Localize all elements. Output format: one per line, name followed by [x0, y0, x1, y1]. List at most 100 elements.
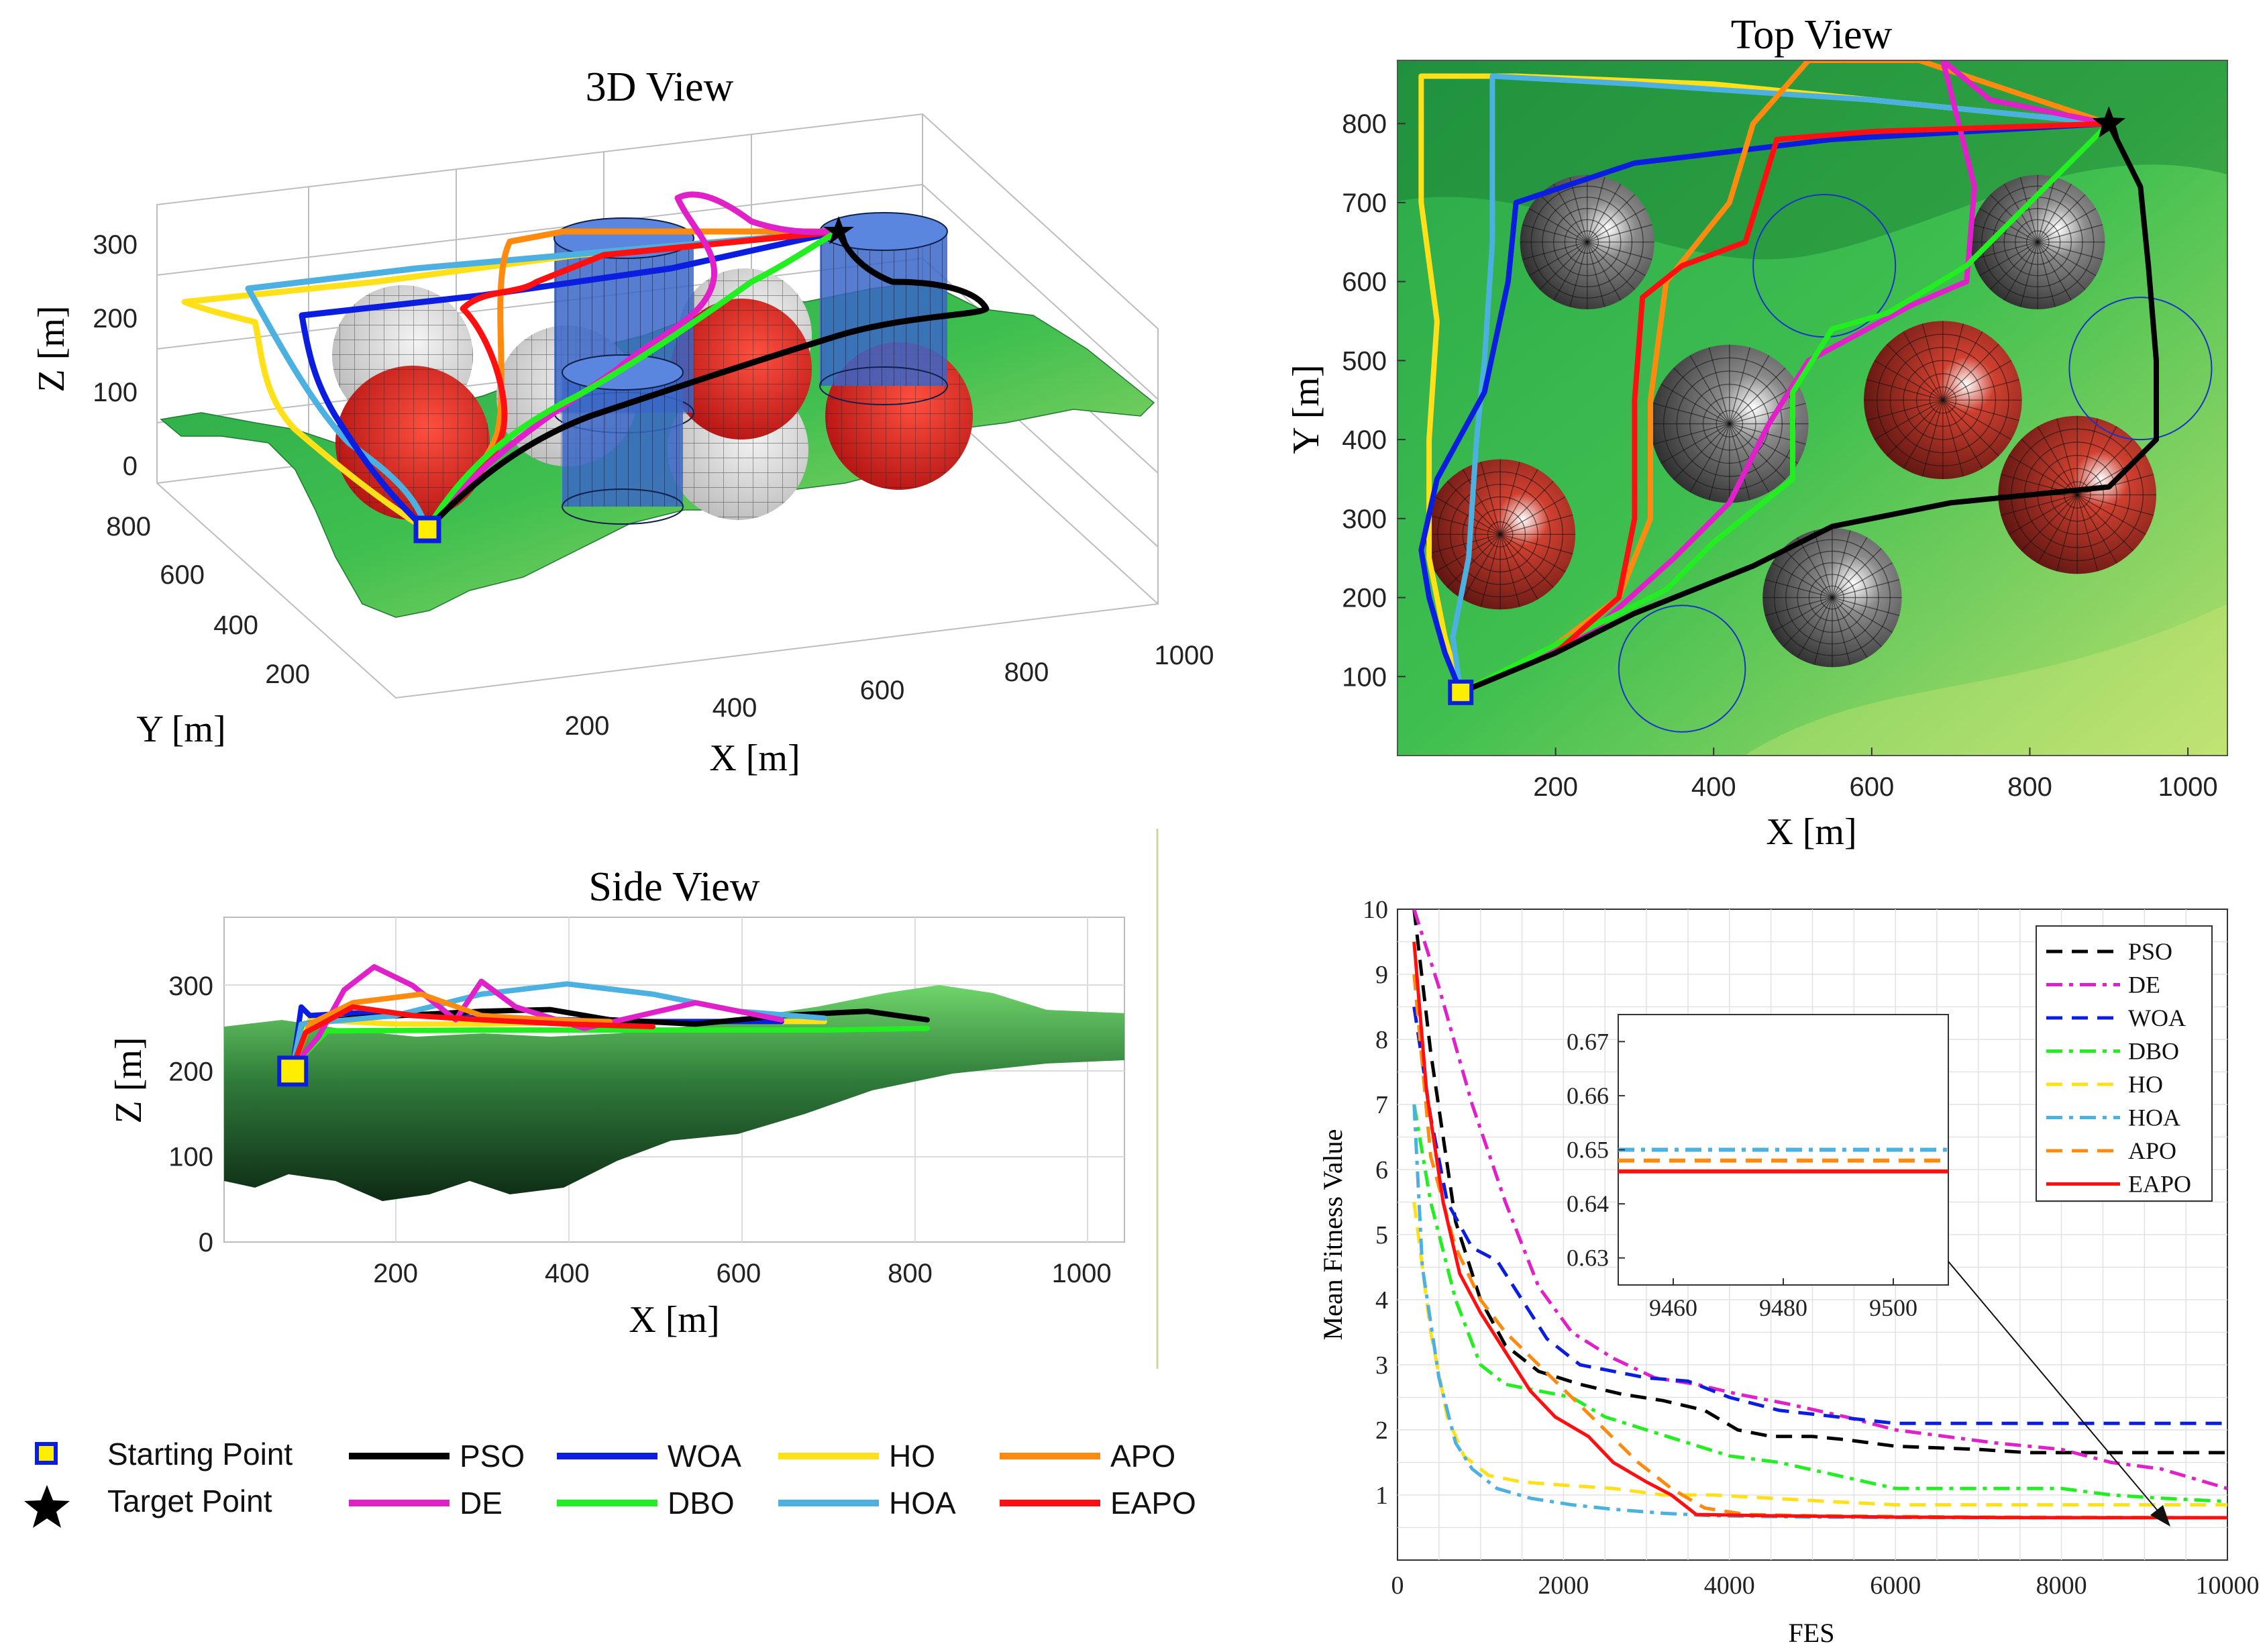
side-xtick-1: 400 [545, 1259, 590, 1288]
side-xlabel: X [m] [629, 1299, 719, 1341]
side-xtick-4: 1000 [1052, 1259, 1112, 1288]
path3d-DE [423, 191, 842, 533]
top-sphere-grey-3 [1762, 527, 1902, 668]
legend-label-APO: APO [1110, 1439, 1175, 1474]
conv-legend-label-PSO: PSO [2128, 938, 2172, 965]
conv-ytick-5: 6 [1375, 1156, 1388, 1184]
legend-target-marker [24, 1485, 70, 1528]
side-ytick-3: 300 [168, 972, 213, 1001]
side-ylabel: Z [m] [108, 1037, 150, 1123]
conv-legend-label-DBO: DBO [2128, 1038, 2179, 1065]
top-sphere-red-5 [1864, 321, 2022, 480]
conv-legend-label-APO: APO [2128, 1137, 2176, 1164]
top-ytick-0: 100 [1342, 662, 1387, 692]
top-xtick-0: 200 [1533, 772, 1578, 802]
conv-ytick-7: 8 [1375, 1026, 1388, 1054]
legend-label-WOA: WOA [668, 1439, 741, 1474]
top-ytick-1: 200 [1342, 584, 1387, 613]
inset-xtick-0: 9460 [1649, 1294, 1697, 1321]
legend-label-EAPO: EAPO [1110, 1486, 1196, 1520]
conv-xtick-2: 4000 [1704, 1571, 1755, 1600]
side-path-APO [290, 991, 613, 1070]
side-ticks: 200 400 600 800 1000 0 100 200 300 [168, 972, 1111, 1288]
conv-lines [1412, 909, 2227, 1520]
paths-3d [181, 191, 990, 533]
top-obstacles [1425, 174, 2213, 733]
top-path-HOA [1450, 73, 2112, 695]
top-ytick-4: 500 [1342, 346, 1387, 376]
legend-label-DBO: DBO [668, 1486, 735, 1520]
inset-ytick-4: 0.67 [1567, 1028, 1609, 1055]
top-xtick-2: 600 [1849, 772, 1894, 802]
conv-series-DBO [1412, 1104, 2227, 1504]
top-target-marker [2092, 106, 2125, 138]
conv-ytick-3: 4 [1375, 1286, 1388, 1314]
conv-xtick-4: 8000 [2036, 1571, 2087, 1600]
ztick-1: 100 [93, 378, 138, 407]
xtick-2: 600 [860, 676, 905, 705]
conv-ytick-0: 1 [1375, 1482, 1388, 1510]
xtick-4: 1000 [1155, 641, 1214, 670]
conv-series-DE [1412, 909, 2227, 1490]
ytick-1: 400 [213, 611, 258, 640]
inset-xtick-1: 9480 [1759, 1294, 1807, 1321]
conv-ytick-9: 10 [1363, 896, 1388, 924]
top-sphere-red-4 [1425, 459, 1576, 610]
legend-target-label: Target Point [107, 1484, 272, 1518]
title-side: Side View [588, 864, 759, 910]
legend-label-HO: HO [889, 1439, 935, 1474]
side-markers [277, 1055, 309, 1087]
conv-ytick-6: 7 [1375, 1091, 1388, 1119]
conv-legend-label-HO: HO [2128, 1071, 2163, 1098]
title-3d: 3D View [586, 64, 734, 110]
top-ring-8 [2068, 297, 2213, 441]
top-path-DE [1458, 60, 2112, 695]
top-ytick-3: 400 [1342, 425, 1387, 455]
legend-label-DE: DE [460, 1486, 503, 1520]
top-path-HO [1418, 73, 2112, 695]
conv-series-EAPO [1412, 941, 2227, 1520]
conv-series-HO [1412, 1202, 2227, 1507]
top-ylabel: Y [m] [1285, 364, 1327, 454]
conv-legend-label-HOA: HOA [2128, 1104, 2180, 1131]
conv-xtick-0: 0 [1391, 1571, 1404, 1600]
side-ytick-1: 100 [168, 1143, 213, 1172]
top-start-marker [1448, 679, 1474, 705]
inset-ticks: 9460 9480 9500 0.63 0.64 0.65 0.66 0.67 [1567, 1028, 1917, 1321]
conv-series-PSO [1412, 909, 2227, 1455]
conv-ylabel: Mean Fitness Value [1318, 1129, 1348, 1341]
conv-legend-box [2036, 925, 2213, 1202]
top-sphere-grey-1 [1970, 174, 2105, 309]
top-ytick-6: 700 [1342, 189, 1387, 218]
path3d-WOA [299, 228, 842, 533]
conv-xtick-3: 6000 [1870, 1571, 1921, 1600]
side-ytick-2: 200 [168, 1057, 213, 1086]
conv-legend-label-WOA: WOA [2128, 1004, 2186, 1031]
top-ring-9 [1618, 605, 1746, 733]
legend-series: PSO DE WOA DBO HO HOA APO EAPO [349, 1439, 1196, 1520]
top-xlabel: X [m] [1766, 811, 1856, 853]
xlabel-3d: X [m] [709, 737, 800, 779]
top-xtick-1: 400 [1691, 772, 1736, 802]
ztick-3: 300 [93, 230, 138, 260]
title-top: Top View [1731, 12, 1893, 58]
top-ytick-7: 800 [1342, 109, 1387, 139]
panel-top-view: Top View 200 400 600 800 1000 100 200 300 400 500… [1285, 12, 2228, 853]
panel-side-view: Side View 200 400 600 800 1000 0 100 200 300 X [… [108, 864, 1125, 1341]
ztick-0: 0 [123, 452, 138, 481]
top-sphere-grey-2 [1650, 344, 1809, 503]
path3d-DBO [423, 228, 842, 533]
xtick-0: 200 [565, 711, 610, 741]
inset-content [1618, 1147, 1948, 1174]
top-path-WOA [1418, 121, 2112, 695]
ytick-2: 600 [160, 560, 205, 590]
conv-legend-label-EAPO: EAPO [2128, 1171, 2191, 1198]
conv-xtick-1: 2000 [1538, 1571, 1589, 1600]
path3d-HO [181, 228, 842, 533]
xtick-1: 400 [713, 693, 757, 723]
legend-label-PSO: PSO [460, 1439, 525, 1474]
top-markers [1448, 106, 2125, 705]
conv-ticks: 0 2000 4000 6000 8000 10000 1 2 3 4 5 6 7 8 9 10 [1363, 896, 2260, 1600]
ylabel-3d: Y [m] [136, 709, 225, 750]
